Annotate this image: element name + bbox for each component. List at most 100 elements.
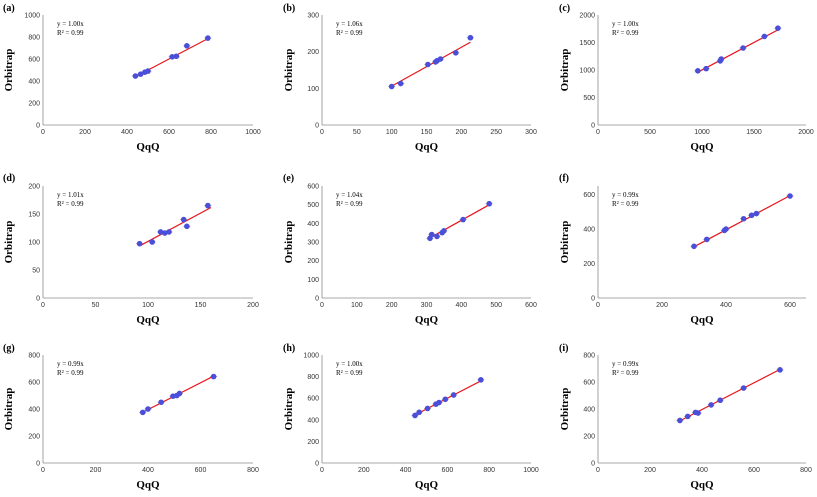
r-squared: R² = 0.99 <box>57 369 84 377</box>
r-squared: R² = 0.99 <box>336 29 363 37</box>
data-point <box>452 49 459 56</box>
y-tick-label: 800 <box>583 353 595 360</box>
y-tick-label: 1000 <box>24 13 40 20</box>
x-tick-label: 600 <box>442 467 454 474</box>
x-tick-label: 200 <box>455 129 467 136</box>
data-point <box>205 35 211 41</box>
panel-d: (d) 0 50 100 150 200 0 50 100 150 200 QqQ Orbitrap y … <box>3 173 259 326</box>
r-squared: R² = 0.99 <box>336 369 363 377</box>
x-tick-label: 0 <box>320 467 324 474</box>
y-axis-title: Orbitrap <box>3 388 15 431</box>
y-tick-label: 200 <box>28 101 40 108</box>
y-tick-label: 100 <box>28 240 40 247</box>
x-tick-label: 600 <box>525 302 537 309</box>
y-tick-label: 500 <box>583 95 595 102</box>
x-tick-label: 150 <box>421 129 433 136</box>
fit-equation: y = 0.99x <box>57 360 84 368</box>
data-point <box>388 83 395 90</box>
x-tick-label: 100 <box>351 302 363 309</box>
x-tick-label: 800 <box>483 467 495 474</box>
data-point <box>137 71 144 77</box>
x-tick-label: 150 <box>195 302 207 309</box>
x-tick-label: 0 <box>320 302 324 309</box>
fit-equation: y = 1.04x <box>336 191 363 199</box>
y-tick-label: 0 <box>591 296 595 303</box>
x-tick-label: 0 <box>41 302 45 309</box>
x-tick-label: 400 <box>720 302 732 309</box>
x-tick-label: 0 <box>41 467 45 474</box>
y-tick-label: 400 <box>28 79 40 86</box>
data-point <box>691 243 697 250</box>
fit-equation: y = 1.01x <box>57 191 84 199</box>
y-tick-label: 400 <box>307 221 319 228</box>
data-point <box>740 385 747 391</box>
data-point <box>166 229 172 235</box>
y-tick-label: 400 <box>583 407 595 414</box>
data-point <box>169 54 175 60</box>
r-squared: R² = 0.99 <box>57 200 84 208</box>
fit-equation: y = 1.00x <box>57 20 84 28</box>
y-tick-label: 600 <box>28 57 40 64</box>
data-point <box>158 399 164 406</box>
data-point <box>173 53 180 60</box>
x-tick-label: 300 <box>421 302 433 309</box>
y-tick-label: 600 <box>307 184 319 191</box>
panel-label: (b) <box>283 3 295 14</box>
x-tick-label: 0 <box>596 467 600 474</box>
data-point <box>748 212 755 219</box>
r-squared: R² = 0.99 <box>57 29 84 37</box>
y-tick-label: 1500 <box>579 40 595 47</box>
data-point <box>695 68 701 74</box>
x-tick-label: 600 <box>163 129 175 136</box>
y-tick-label: 300 <box>307 240 319 247</box>
data-point <box>434 233 440 240</box>
x-axis-title: QqQ <box>136 141 160 153</box>
x-tick-label: 250 <box>490 129 502 136</box>
fit-line <box>693 195 791 248</box>
y-axis-title: Orbitrap <box>283 49 295 92</box>
data-point <box>761 33 768 40</box>
x-tick-label: 50 <box>92 302 100 309</box>
y-tick-label: 400 <box>583 227 595 234</box>
y-tick-label: 800 <box>28 353 40 360</box>
data-point <box>740 45 746 51</box>
x-tick-label: 300 <box>525 129 537 136</box>
data-point <box>210 373 217 380</box>
y-tick-label: 800 <box>307 374 319 381</box>
y-tick-label: 200 <box>583 434 595 441</box>
data-point <box>723 226 729 232</box>
r-squared: R² = 0.99 <box>612 200 639 208</box>
data-point <box>441 228 447 234</box>
y-tick-label: 200 <box>28 434 40 441</box>
y-axis-title: Orbitrap <box>283 221 295 264</box>
y-tick-label: 200 <box>28 184 40 191</box>
x-tick-label: 400 <box>455 302 467 309</box>
x-axis-title: QqQ <box>136 314 160 326</box>
y-tick-label: 150 <box>28 212 40 219</box>
y-tick-label: 600 <box>583 192 595 199</box>
data-point <box>184 223 190 230</box>
y-axis-title: Orbitrap <box>3 49 15 92</box>
data-point <box>397 80 404 87</box>
panel-i: (i) 0 200 400 600 800 0 200 400 600 800 QqQ Orbitrap… <box>559 343 812 491</box>
panel-label: (f) <box>559 173 569 184</box>
panel-label: (i) <box>559 343 568 354</box>
y-axis-title: Orbitrap <box>559 388 571 431</box>
x-tick-label: 0 <box>320 129 324 136</box>
y-axis-title: Orbitrap <box>283 388 295 431</box>
y-tick-label: 0 <box>591 461 595 468</box>
data-point <box>718 56 725 62</box>
y-tick-label: 0 <box>315 461 319 468</box>
x-tick-label: 400 <box>142 467 154 474</box>
x-tick-label: 1000 <box>694 129 710 136</box>
x-axis-title: QqQ <box>415 141 439 153</box>
data-point <box>412 412 418 419</box>
data-point <box>703 65 709 72</box>
fit-equation: y = 0.99x <box>612 360 639 368</box>
fit-equation: y = 0.99x <box>612 191 639 199</box>
y-tick-label: 100 <box>307 86 319 93</box>
r-squared: R² = 0.99 <box>612 29 639 37</box>
x-axis-title: QqQ <box>690 479 714 491</box>
x-tick-label: 0 <box>596 129 600 136</box>
data-point <box>184 43 190 49</box>
